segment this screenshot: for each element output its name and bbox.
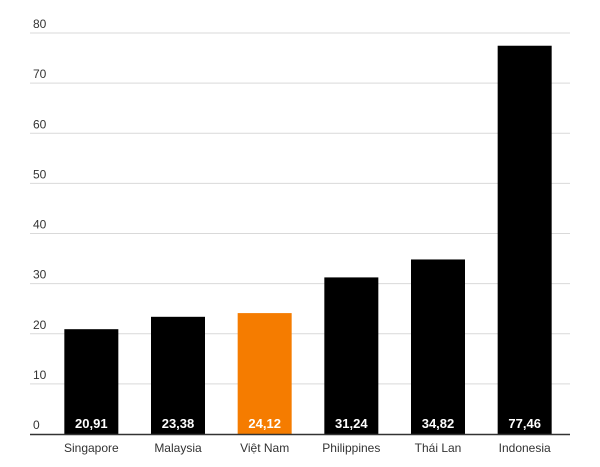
data-label-4: 34,82 <box>422 416 455 431</box>
y-tick-label-80: 80 <box>33 17 47 31</box>
data-label-1: 23,38 <box>162 416 195 431</box>
y-tick-label-60: 60 <box>33 117 47 131</box>
y-tick-label-20: 20 <box>33 318 47 332</box>
y-tick-label-70: 70 <box>33 67 47 81</box>
y-tick-label-40: 40 <box>33 218 47 232</box>
y-tick-label-50: 50 <box>33 167 47 181</box>
bar-2 <box>237 313 292 434</box>
bar-0 <box>64 329 119 434</box>
category-label-2: Việt Nam <box>240 441 289 455</box>
data-label-0: 20,91 <box>75 416 108 431</box>
bar-1 <box>151 316 205 434</box>
y-tick-label-10: 10 <box>33 368 47 382</box>
y-tick-label-30: 30 <box>33 268 47 282</box>
data-label-2: 24,12 <box>248 416 281 431</box>
bar-3 <box>324 277 379 434</box>
bar-4 <box>411 259 465 434</box>
data-label-5: 77,46 <box>508 416 541 431</box>
bars <box>64 45 552 434</box>
gridlines <box>30 32 570 385</box>
y-tick-label-0: 0 <box>33 418 40 432</box>
x-axis-category-labels: Singapore Malaysia Việt Nam Philippines Thái… <box>64 441 551 455</box>
data-label-3: 31,24 <box>335 416 368 431</box>
bar-5 <box>497 45 552 434</box>
y-axis-tick-labels: 0 10 20 30 40 50 60 70 80 <box>33 17 47 432</box>
category-label-1: Malaysia <box>154 441 202 455</box>
category-label-4: Thái Lan <box>415 441 462 455</box>
category-label-5: Indonesia <box>499 441 551 455</box>
category-label-0: Singapore <box>64 441 119 455</box>
category-label-3: Philippines <box>322 441 380 455</box>
data-labels: 20,91 23,38 24,12 31,24 34,82 77,46 <box>75 416 541 431</box>
